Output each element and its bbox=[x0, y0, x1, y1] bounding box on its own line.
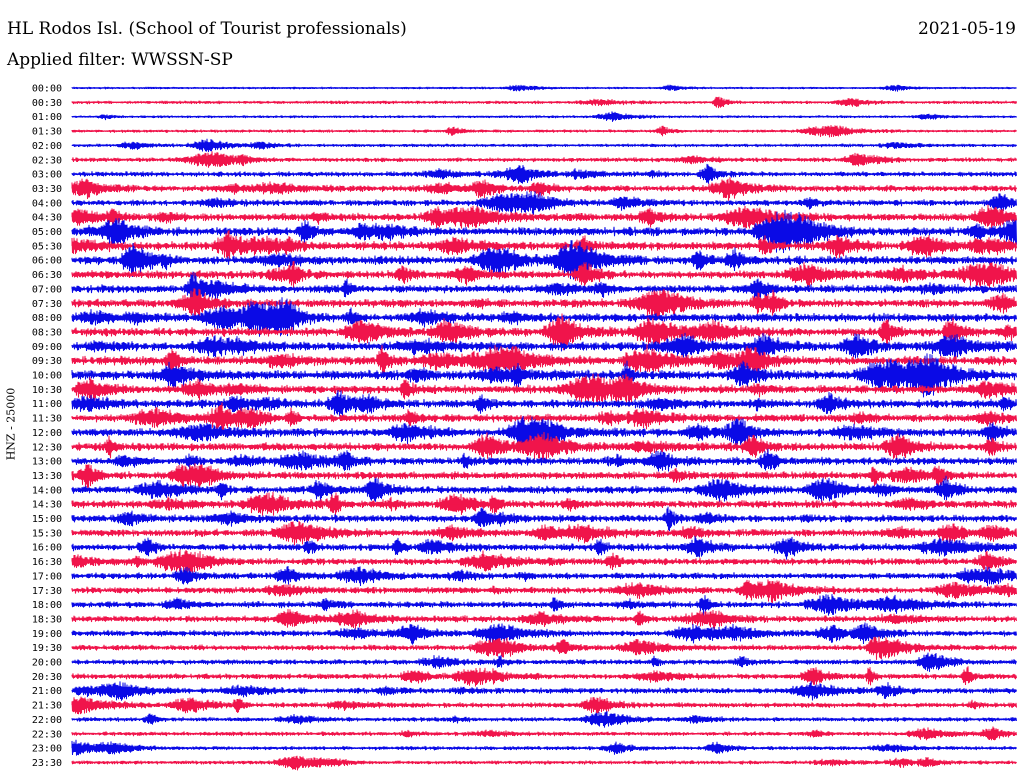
seismic-trace-row-2030 bbox=[71, 666, 1017, 687]
seismic-trace-row-1030 bbox=[71, 373, 1017, 407]
row-time-label: 02:30 bbox=[32, 155, 62, 166]
row-time-label: 05:30 bbox=[32, 241, 62, 252]
row-time-label: 17:30 bbox=[32, 586, 62, 597]
row-labels: 00:00 00:30 01:00 01:30 02:00 02:30 03:00 03:30… bbox=[32, 84, 62, 769]
seismic-trace-row-0230 bbox=[71, 151, 1017, 168]
seismic-trace-row-1500 bbox=[71, 506, 1017, 532]
row-time-label: 03:30 bbox=[32, 184, 62, 195]
seismic-trace-row-2200 bbox=[71, 711, 1017, 728]
row-time-label: 05:00 bbox=[32, 227, 62, 238]
row-time-label: 23:30 bbox=[32, 758, 62, 769]
row-time-label: 18:00 bbox=[32, 600, 62, 611]
row-time-label: 04:30 bbox=[32, 213, 62, 224]
seismic-trace-row-1000 bbox=[71, 353, 1017, 398]
row-time-label: 13:00 bbox=[32, 457, 62, 468]
seismic-trace-row-0430 bbox=[71, 204, 1017, 231]
row-time-label: 21:00 bbox=[32, 686, 62, 697]
row-time-label: 17:00 bbox=[32, 571, 62, 582]
row-time-label: 06:00 bbox=[32, 256, 62, 267]
row-time-label: 09:30 bbox=[32, 356, 62, 367]
seismic-trace-row-1200 bbox=[71, 416, 1017, 451]
seismic-trace-row-1400 bbox=[71, 475, 1017, 503]
row-time-label: 09:00 bbox=[32, 342, 62, 353]
seismic-trace-row-1700 bbox=[71, 566, 1017, 586]
row-time-label: 22:00 bbox=[32, 715, 62, 726]
station-title: HL Rodos Isl. (School of Tourist profess… bbox=[7, 19, 407, 39]
record-date: 2021-05-19 bbox=[917, 19, 1016, 39]
seismic-trace-row-1430 bbox=[71, 491, 1017, 516]
seismic-trace-row-0800 bbox=[71, 297, 1017, 337]
seismic-trace-row-2330 bbox=[71, 755, 1017, 771]
row-time-label: 04:00 bbox=[32, 198, 62, 209]
seismic-trace-row-1930 bbox=[71, 636, 1017, 660]
row-time-label: 12:30 bbox=[32, 442, 62, 453]
seismic-trace-row-1230 bbox=[71, 431, 1017, 463]
seismic-trace-row-0830 bbox=[71, 313, 1017, 351]
seismic-trace-row-0700 bbox=[71, 271, 1017, 304]
seismic-trace-row-0900 bbox=[71, 332, 1017, 361]
seismic-trace-row-1300 bbox=[71, 448, 1017, 472]
seismic-trace-row-0300 bbox=[71, 163, 1017, 184]
row-time-label: 20:30 bbox=[32, 672, 62, 683]
seismic-trace-row-0330 bbox=[71, 177, 1017, 201]
seismic-trace-row-0930 bbox=[71, 344, 1017, 377]
row-time-label: 13:30 bbox=[32, 471, 62, 482]
row-time-label: 00:30 bbox=[32, 98, 62, 109]
row-time-label: 08:30 bbox=[32, 327, 62, 338]
row-time-label: 11:00 bbox=[32, 399, 62, 410]
row-time-label: 20:00 bbox=[32, 658, 62, 669]
trace-lines bbox=[71, 84, 1017, 771]
row-time-label: 14:00 bbox=[32, 485, 62, 496]
seismic-trace-row-1830 bbox=[71, 609, 1017, 630]
seismic-trace-row-2130 bbox=[71, 696, 1017, 715]
seismic-trace-row-1130 bbox=[71, 402, 1017, 431]
row-time-label: 23:00 bbox=[32, 744, 62, 755]
row-time-label: 19:30 bbox=[32, 643, 62, 654]
seismic-trace-row-0100 bbox=[71, 111, 1017, 122]
row-time-label: 15:30 bbox=[32, 528, 62, 539]
seismic-trace-row-2230 bbox=[71, 726, 1017, 741]
seismic-trace-row-2300 bbox=[71, 739, 1017, 756]
seismic-trace-row-0400 bbox=[71, 191, 1017, 215]
row-time-label: 19:00 bbox=[32, 629, 62, 640]
row-time-label: 18:30 bbox=[32, 614, 62, 625]
row-time-label: 14:30 bbox=[32, 500, 62, 511]
row-time-label: 16:00 bbox=[32, 543, 62, 554]
row-time-label: 11:30 bbox=[32, 414, 62, 425]
row-time-label: 16:30 bbox=[32, 557, 62, 568]
seismic-trace-row-1530 bbox=[71, 521, 1017, 546]
row-time-label: 21:30 bbox=[32, 701, 62, 712]
seismic-trace-row-0500 bbox=[71, 209, 1017, 254]
seismic-trace-row-1730 bbox=[71, 579, 1017, 603]
row-time-label: 01:30 bbox=[32, 127, 62, 138]
seismic-trace-row-0630 bbox=[71, 261, 1017, 289]
row-time-label: 02:00 bbox=[32, 141, 62, 152]
seismic-trace-row-0530 bbox=[71, 230, 1017, 262]
seismic-trace-row-2100 bbox=[71, 681, 1017, 701]
row-time-label: 07:00 bbox=[32, 284, 62, 295]
seismic-trace-row-0730 bbox=[71, 288, 1017, 320]
row-time-label: 10:30 bbox=[32, 385, 62, 396]
seismic-trace-row-1630 bbox=[71, 549, 1017, 575]
row-time-label: 22:30 bbox=[32, 729, 62, 740]
seismic-trace-row-2000 bbox=[71, 652, 1017, 672]
row-time-label: 01:00 bbox=[32, 112, 62, 123]
seismic-trace-row-0600 bbox=[71, 240, 1017, 280]
row-time-label: 00:00 bbox=[32, 84, 62, 95]
row-time-label: 06:30 bbox=[32, 270, 62, 281]
seismic-trace-row-1900 bbox=[71, 622, 1017, 645]
seismic-trace-row-1330 bbox=[71, 463, 1017, 490]
row-time-label: 15:00 bbox=[32, 514, 62, 525]
row-time-label: 10:00 bbox=[32, 371, 62, 382]
seismic-trace-row-1800 bbox=[71, 594, 1017, 617]
row-time-label: 12:00 bbox=[32, 428, 62, 439]
seismic-trace-row-0130 bbox=[71, 125, 1017, 138]
row-time-label: 03:00 bbox=[32, 170, 62, 181]
seismic-trace-row-1100 bbox=[71, 390, 1017, 417]
filter-label: Applied filter: WWSSN-SP bbox=[7, 50, 233, 70]
row-time-label: 07:30 bbox=[32, 299, 62, 310]
row-time-label: 08:00 bbox=[32, 313, 62, 324]
